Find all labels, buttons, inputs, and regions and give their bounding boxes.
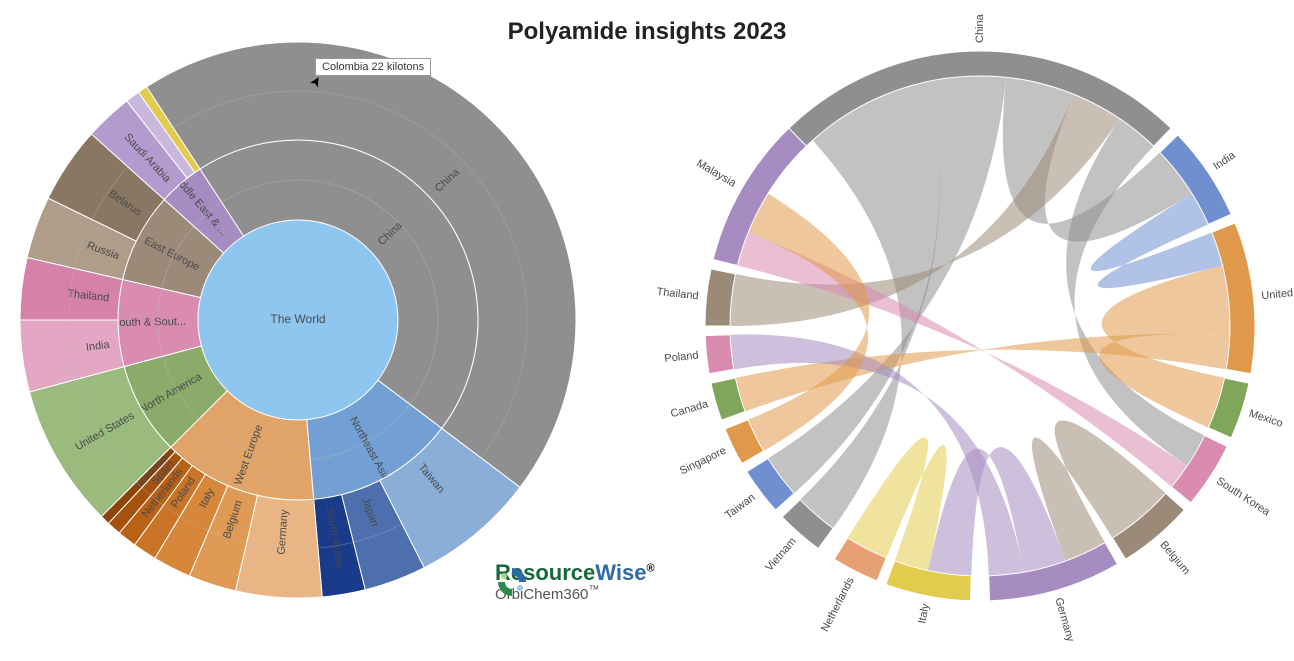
svg-text:The World: The World <box>270 312 325 326</box>
svg-text:Italy: Italy <box>916 602 932 625</box>
svg-text:Germany: Germany <box>1052 596 1076 643</box>
svg-text:South Korea: South Korea <box>1214 475 1273 519</box>
svg-text:Malaysia: Malaysia <box>694 158 738 191</box>
svg-text:Belgium: Belgium <box>1157 539 1192 577</box>
svg-text:Mexico: Mexico <box>1247 408 1284 430</box>
svg-text:United States: United States <box>1261 283 1294 302</box>
svg-text:Vietnam: Vietnam <box>763 536 798 574</box>
svg-text:China: China <box>974 13 986 43</box>
sunburst-chart: The WorldChinaNortheast AsiaWest EuropeN… <box>0 22 596 618</box>
svg-text:Taiwan: Taiwan <box>723 491 758 521</box>
svg-text:South & Sout...: South & Sout... <box>112 316 186 329</box>
chord-chart: China India United States Mexico South Korea… <box>645 0 1294 661</box>
svg-text:Singapore: Singapore <box>678 445 728 478</box>
brand-logo: ResourceWise® OrbiChem360™ <box>495 560 655 603</box>
svg-text:Thailand: Thailand <box>656 286 699 302</box>
logo-swirl-icon <box>495 565 529 599</box>
svg-text:Poland: Poland <box>664 350 699 366</box>
svg-text:Canada: Canada <box>669 398 710 420</box>
svg-text:India: India <box>1211 149 1238 173</box>
svg-text:Netherlands: Netherlands <box>819 575 857 634</box>
